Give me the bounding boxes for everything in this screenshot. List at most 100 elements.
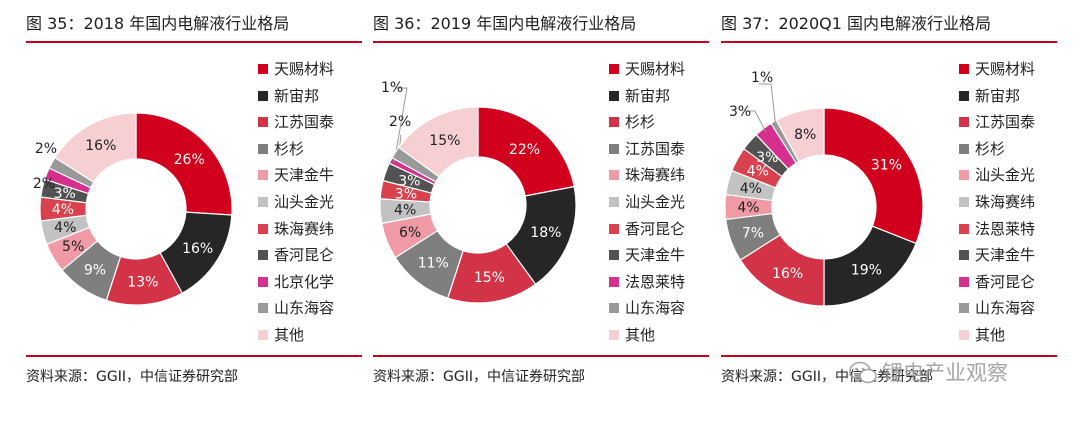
legend-swatch	[959, 170, 969, 181]
source-note: 资料来源：GGII，中信证券研究部	[373, 369, 585, 385]
slice-1	[823, 107, 924, 245]
chart-panel-2020q1: 图 37：2020Q1 国内电解液行业格局 31% 19% 16% 7% 4% 4% 4% 3…	[721, 14, 1057, 404]
data-label-5: 6%	[399, 225, 421, 241]
data-label-3: 16%	[772, 266, 803, 282]
donut-chart: 22%18%15%11%6%4%3%3%1%2%15%	[379, 80, 577, 304]
legend-swatch	[609, 170, 619, 181]
data-label-7: 4%	[52, 202, 74, 218]
legend-swatch	[959, 90, 969, 101]
data-label-11: 16%	[85, 138, 116, 154]
legend-label: 北京化学	[274, 272, 335, 291]
legend-swatch	[258, 303, 268, 314]
legend-label: 汕头金光	[274, 193, 335, 211]
slice-1	[477, 106, 575, 197]
legend-swatch	[609, 330, 619, 340]
legend-label: 江苏国泰	[975, 113, 1036, 132]
data-label-11: 8%	[794, 127, 816, 143]
legend-swatch	[258, 90, 268, 101]
legend-swatch	[258, 170, 268, 181]
legend-swatch	[258, 223, 268, 234]
legend-swatch	[609, 117, 619, 128]
legend-label: 江苏国泰	[274, 113, 335, 132]
legend-label: 天赐材料	[975, 60, 1036, 78]
data-label-11: 15%	[429, 133, 460, 149]
legend-swatch	[959, 223, 969, 234]
data-label-8: 3%	[54, 186, 76, 202]
legend-label: 杉杉	[274, 139, 305, 158]
source-rule	[373, 355, 709, 357]
legend-label: 法恩莱特	[625, 272, 686, 291]
legend-swatch	[609, 64, 619, 74]
legend-swatch	[609, 197, 619, 207]
legend-swatch	[609, 143, 619, 154]
legend-label: 其他	[625, 326, 656, 344]
chart-panel-2019: 图 36：2019 年国内电解液行业格局 22% 18% 15% 11% 6% 4% 3% 3…	[373, 14, 709, 404]
data-label-2: 16%	[182, 241, 213, 257]
legend-swatch	[258, 250, 268, 261]
legend-label: 杉杉	[975, 139, 1006, 158]
wechat-icon	[849, 361, 877, 384]
data-label-9: 2%	[33, 176, 55, 192]
data-label-9: 3%	[729, 104, 751, 120]
leader-line-9	[745, 110, 767, 133]
data-label-7: 4%	[747, 164, 769, 180]
chart-panel-2018: 图 35：2018 年国内电解液行业格局 26% 16% 13% 9% 5% 4% 4% 3%…	[26, 14, 362, 404]
legend-swatch	[609, 276, 619, 287]
legend-label: 天赐材料	[274, 60, 335, 78]
legend-label: 天赐材料	[625, 60, 686, 78]
data-label-10: 2%	[389, 114, 411, 130]
data-label-3: 15%	[474, 270, 505, 286]
leader-line-10	[398, 134, 402, 155]
slice-11	[397, 106, 479, 178]
chart-title: 图 37：2020Q1 国内电解液行业格局	[721, 14, 992, 33]
data-label-6: 4%	[54, 220, 76, 236]
legend-label: 其他	[274, 326, 305, 344]
legend-label: 山东海容	[274, 299, 335, 318]
slice-11	[54, 112, 137, 184]
data-label-7: 3%	[395, 187, 417, 203]
donut-chart: 26%16%13%9%5%4%4%3%2%2% 16%	[33, 112, 233, 306]
data-label-5: 4%	[737, 200, 759, 216]
legend-label: 江苏国泰	[625, 139, 686, 158]
legend-label: 香河昆仑	[274, 246, 335, 265]
leader-line-9	[393, 87, 408, 163]
source-rule	[721, 355, 1057, 357]
legend-swatch	[258, 276, 268, 287]
legend-swatch	[258, 143, 268, 154]
legend-swatch	[609, 90, 619, 101]
legend-label: 新宙邦	[274, 86, 320, 105]
legend-label: 香河昆仑	[975, 272, 1036, 291]
source-note: 资料来源：GGII，中信证券研究部	[721, 369, 933, 385]
legend-label: 珠海赛纬	[975, 193, 1036, 211]
legend-swatch	[258, 330, 268, 340]
legend-label: 天津金牛	[625, 246, 686, 265]
data-label-2: 19%	[851, 262, 882, 278]
data-label-1: 26%	[174, 152, 205, 168]
data-label-8: 3%	[398, 173, 420, 189]
legend-swatch	[959, 117, 969, 128]
legend-label: 其他	[975, 326, 1006, 344]
legend-swatch	[959, 64, 969, 74]
legend-label: 法恩莱特	[975, 219, 1036, 238]
data-label-10: 1%	[751, 70, 773, 86]
data-label-6: 4%	[394, 203, 416, 219]
source-rule	[26, 355, 362, 357]
title-rule	[373, 41, 709, 43]
legend-label: 山东海容	[975, 299, 1036, 318]
chart-title: 图 36：2019 年国内电解液行业格局	[373, 14, 637, 33]
donut-chart: 31%19%16%7%4%4%4%3%3%1%8%	[724, 70, 924, 307]
data-label-6: 4%	[740, 181, 762, 197]
legend-swatch	[609, 303, 619, 314]
legend-swatch	[959, 276, 969, 287]
legend-label: 珠海赛纬	[274, 219, 335, 238]
legend-swatch	[959, 143, 969, 154]
data-label-4: 7%	[742, 226, 764, 242]
legend-swatch	[258, 117, 268, 128]
legend-swatch	[959, 197, 969, 207]
slice-1	[135, 112, 233, 216]
source-note: 资料来源：GGII，中信证券研究部	[26, 369, 238, 385]
legend-label: 香河昆仑	[625, 219, 686, 238]
data-label-5: 5%	[62, 239, 84, 255]
data-label-2: 18%	[530, 225, 561, 241]
legend-label: 汕头金光	[625, 193, 686, 211]
